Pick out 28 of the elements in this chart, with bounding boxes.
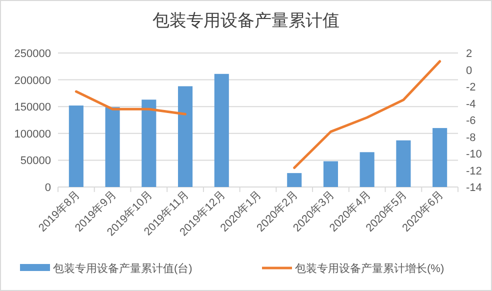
y2-tick-label: -14 [466, 182, 482, 194]
y2-tick-label: -6 [466, 115, 476, 127]
bar [105, 107, 120, 187]
y-tick-label: 50000 [20, 155, 51, 168]
legend-label: 包装专用设备产量累计值(台) [53, 262, 192, 275]
bar [323, 161, 338, 187]
y-tick-label: 150000 [14, 102, 51, 114]
bar [178, 86, 193, 187]
y2-tick-label: -2 [466, 82, 476, 94]
bar [396, 140, 411, 187]
y-tick-label: 200000 [14, 74, 51, 87]
y-tick-label: 0 [44, 182, 51, 194]
y-tick-label: 100000 [14, 128, 51, 140]
chart-title: 包装专用设备产量累计值 [152, 11, 340, 30]
bar [68, 106, 84, 187]
bar [432, 128, 448, 187]
y2-tick-label: -4 [466, 98, 476, 110]
y2-tick-label: -8 [466, 132, 476, 144]
y2-tick-label: -10 [466, 148, 482, 160]
y-tick-label: 250000 [14, 48, 51, 60]
legend-label: 包装专用设备产量累计增长(%) [295, 262, 444, 275]
y2-tick-label: 0 [466, 64, 472, 77]
y2-tick-label: -12 [466, 165, 482, 178]
bar [287, 173, 302, 187]
bar [360, 152, 374, 187]
bar [214, 74, 229, 187]
bar [142, 100, 156, 187]
y2-tick-label: 2 [466, 48, 472, 60]
